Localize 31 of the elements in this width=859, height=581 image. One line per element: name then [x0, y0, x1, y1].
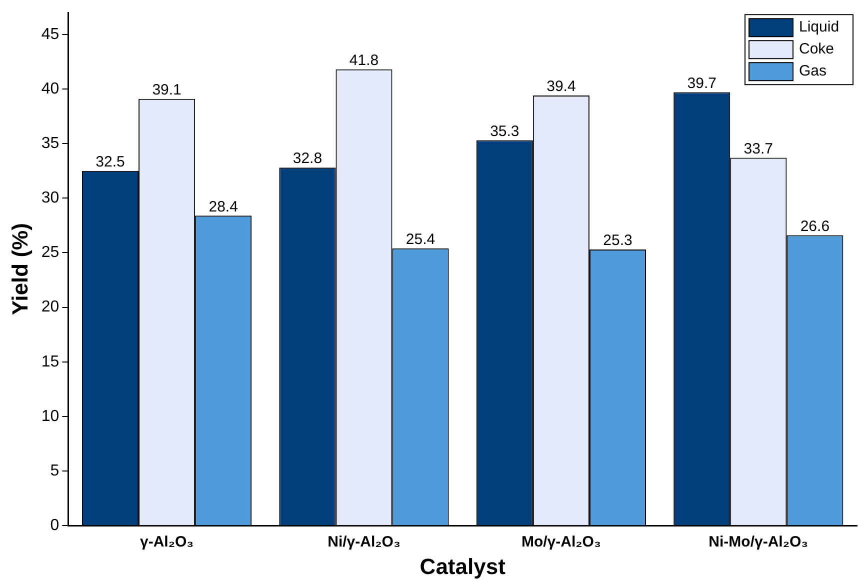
- data-label: 39.4: [546, 78, 576, 96]
- data-label: 26.6: [800, 218, 830, 235]
- data-label: 33.7: [744, 140, 773, 158]
- y-tick-label: 40: [41, 80, 60, 98]
- y-axis-title: Yield (%): [7, 223, 32, 316]
- legend-label: Coke: [799, 40, 834, 58]
- y-tick-label: 35: [41, 134, 60, 152]
- y-tick-label: 0: [50, 517, 60, 534]
- legend-label: Gas: [799, 62, 827, 80]
- y-tick-label: 20: [41, 298, 60, 316]
- data-label: 25.3: [603, 232, 632, 250]
- legend-label: Liquid: [799, 18, 840, 36]
- data-label: 39.7: [687, 74, 716, 92]
- y-tick-label: 10: [41, 408, 60, 425]
- y-tick-label: 45: [41, 26, 60, 43]
- data-label: 28.4: [208, 198, 238, 216]
- data-label: 39.1: [152, 81, 182, 98]
- data-label: 35.3: [490, 122, 520, 140]
- y-tick-label: 30: [41, 190, 60, 207]
- data-label: 41.8: [349, 52, 379, 69]
- x-tick-label: Ni/γ-Al₂O₃: [328, 534, 400, 551]
- data-label: 32.5: [96, 154, 125, 171]
- x-tick-label: Ni-Mo/γ-Al₂O₃: [708, 534, 808, 551]
- x-axis-title: Catalyst: [420, 554, 506, 579]
- y-tick-label: 25: [41, 244, 60, 262]
- y-tick-label: 5: [50, 462, 60, 480]
- x-tick-label: γ-Al₂O₃: [140, 534, 194, 551]
- x-tick-label: Mo/γ-Al₂O₃: [521, 534, 601, 551]
- data-label: 32.8: [292, 150, 322, 168]
- y-tick-label: 15: [41, 353, 60, 370]
- data-label: 25.4: [406, 231, 436, 248]
